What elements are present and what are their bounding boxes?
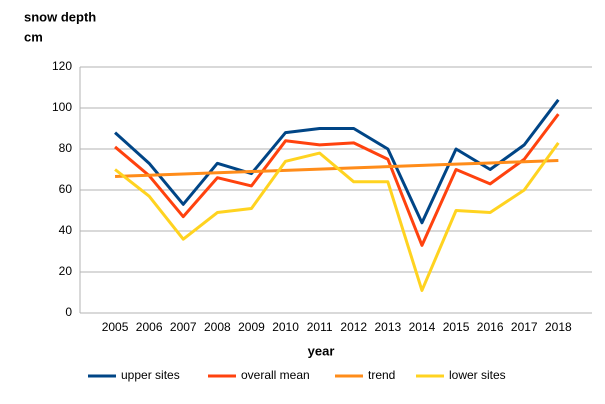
x-tick-label: 2008 [204,320,231,334]
x-tick-label: 2014 [409,320,436,334]
y-tick-label: 100 [52,100,72,114]
legend-label: lower sites [449,368,506,382]
y-axis-label: cm [24,29,43,44]
y-tick-label: 0 [65,305,72,319]
x-tick-label: 2015 [443,320,470,334]
x-tick-label: 2018 [545,320,572,334]
x-axis-label: year [308,343,335,358]
legend-label: overall mean [241,368,310,382]
x-tick-label: 2011 [307,320,333,334]
x-tick-label: 2016 [477,320,504,334]
x-tick-label: 2010 [272,320,299,334]
x-tick-label: 2017 [511,320,538,334]
x-tick-label: 2009 [238,320,265,334]
y-tick-label: 60 [59,182,73,196]
x-tick-label: 2005 [102,320,129,334]
x-tick-label: 2013 [374,320,401,334]
series-line [114,113,560,247]
legend-label: trend [368,368,395,382]
x-tick-label: 2012 [340,320,367,334]
y-tick-label: 80 [59,141,73,155]
y-tick-label: 20 [59,264,73,278]
series-line [114,141,560,292]
x-tick-label: 2007 [170,320,197,334]
legend-label: upper sites [121,368,180,382]
series-line [114,98,560,225]
y-tick-label: 120 [52,59,72,73]
y-tick-label: 40 [59,223,73,237]
x-tick-label: 2006 [136,320,163,334]
y-axis-label: snow depth [24,9,96,24]
